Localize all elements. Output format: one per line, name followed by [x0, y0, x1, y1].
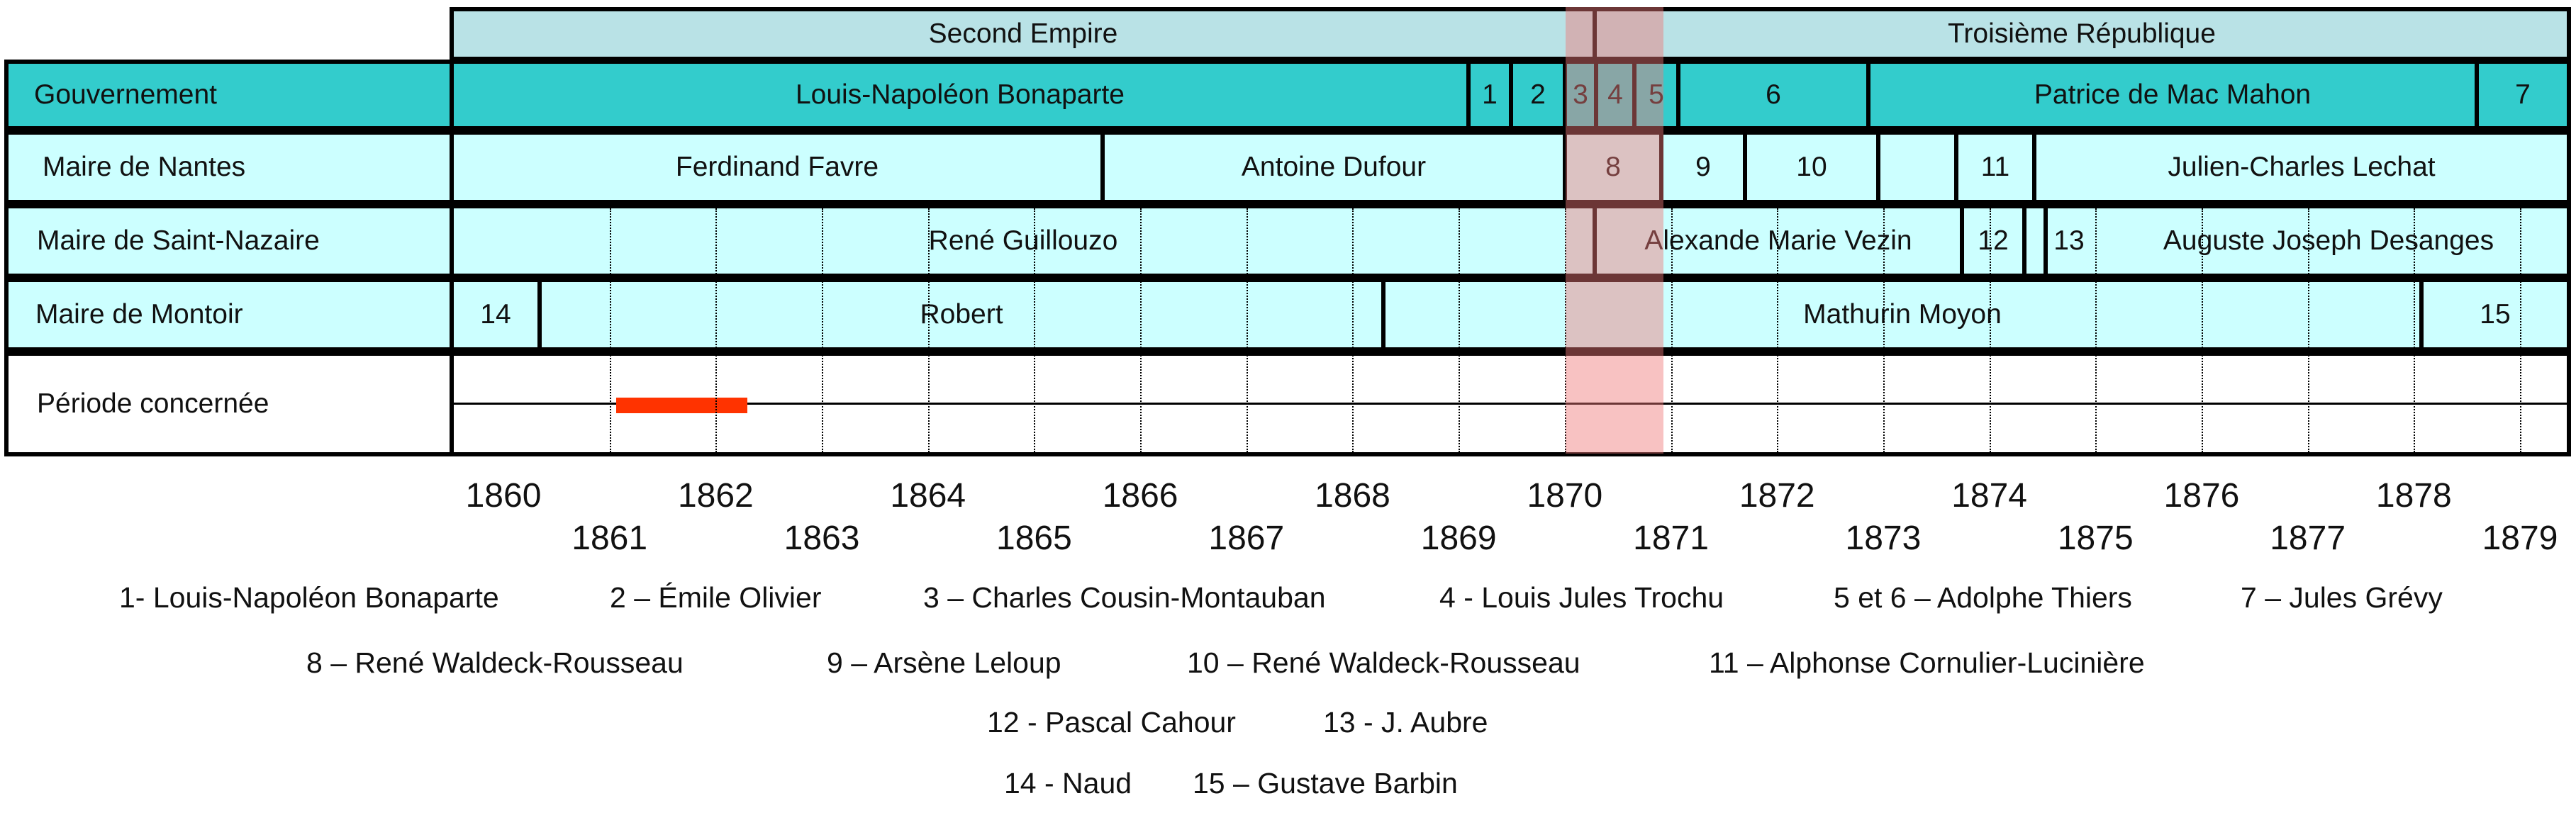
- year-label: 1873: [1845, 520, 1922, 557]
- year-gridline: [1671, 208, 1673, 452]
- saint-nazaire-segment: 13: [2043, 204, 2090, 278]
- year-gridline: [927, 208, 930, 452]
- saint-nazaire-segment: Auguste Joseph Desanges: [2090, 204, 2571, 278]
- montoir-segment: Mathurin Moyon: [1381, 278, 2424, 352]
- year-label: 1870: [1527, 477, 1603, 515]
- saint-nazaire-segment: 12: [1960, 204, 2026, 278]
- year-gridline: [2520, 208, 2521, 452]
- war-period-highlight: [1566, 7, 1663, 454]
- nantes-segment: Julien-Charles Lechat: [2032, 130, 2571, 204]
- gov-segment: 3: [1563, 60, 1598, 130]
- year-label: 1860: [465, 477, 542, 515]
- year-label: 1879: [2482, 520, 2558, 557]
- legend-note: 2 – Émile Olivier: [610, 581, 822, 614]
- year-gridline: [1459, 208, 1461, 452]
- year-label: 1869: [1420, 520, 1497, 557]
- row-label-saint-nazaire: Maire de Saint-Nazaire: [4, 204, 454, 278]
- year-gridline: [609, 208, 611, 452]
- row-label-gouvernement: Gouvernement: [4, 60, 454, 130]
- year-gridline: [2095, 208, 2097, 452]
- gov-segment: Louis-Napoléon Bonaparte: [450, 60, 1471, 130]
- year-gridline: [1989, 208, 1991, 452]
- year-gridline: [822, 208, 824, 452]
- legend-note: 15 – Gustave Barbin: [1193, 767, 1458, 799]
- legend-note: 9 – Arsène Leloup: [827, 646, 1061, 679]
- row-label-montoir: Maire de Montoir: [4, 278, 454, 352]
- gov-segment: 7: [2475, 60, 2571, 130]
- year-label: 1862: [677, 477, 754, 515]
- legend-note: 11 – Alphonse Cornulier-Lucinière: [1709, 646, 2145, 679]
- year-label: 1868: [1315, 477, 1390, 515]
- year-label: 1865: [996, 520, 1072, 557]
- montoir-segment: Robert: [537, 278, 1385, 352]
- year-label: 1866: [1102, 477, 1178, 515]
- year-label: 1876: [2163, 477, 2240, 515]
- year-label: 1871: [1633, 520, 1709, 557]
- gov-segment: 1: [1466, 60, 1513, 130]
- periode-range-bar: [615, 398, 748, 413]
- year-gridline: [1777, 208, 1779, 452]
- nantes-segment: Ferdinand Favre: [450, 130, 1105, 204]
- year-label: 1863: [784, 520, 860, 557]
- montoir-segment: 14: [450, 278, 542, 352]
- year-label: 1867: [1208, 520, 1285, 557]
- year-gridline: [1140, 208, 1142, 452]
- year-gridline: [2201, 208, 2203, 452]
- nantes-segment: 9: [1659, 130, 1747, 204]
- band-troisieme-republique: Troisième République: [1593, 7, 2571, 61]
- year-label: 1875: [2057, 520, 2134, 557]
- legend-note: 13 - J. Aubre: [1323, 706, 1488, 739]
- legend-note: 12 - Pascal Cahour: [987, 706, 1236, 739]
- gov-segment: Patrice de Mac Mahon: [1866, 60, 2479, 130]
- year-label: 1872: [1739, 477, 1815, 515]
- band-second-empire: Second Empire: [450, 7, 1597, 61]
- nantes-segment: 11: [1954, 130, 2036, 204]
- gov-segment: 6: [1676, 60, 1870, 130]
- nantes-segment: [1876, 130, 1958, 204]
- nantes-segment: 10: [1743, 130, 1880, 204]
- legend-note: 8 – René Waldeck-Rousseau: [306, 646, 684, 679]
- gov-segment: 2: [1509, 60, 1567, 130]
- legend-note: 14 - Naud: [1004, 767, 1132, 799]
- montoir-segment: 15: [2419, 278, 2571, 352]
- year-label: 1877: [2270, 520, 2346, 557]
- year-label: 1878: [2375, 477, 2452, 515]
- gov-segment: 5: [1632, 60, 1680, 130]
- row-label-nantes: Maire de Nantes: [4, 130, 454, 204]
- nantes-segment: Antoine Dufour: [1100, 130, 1567, 204]
- year-gridline: [2307, 208, 2309, 452]
- year-label: 1874: [1951, 477, 2027, 515]
- legend-note: 4 - Louis Jules Trochu: [1439, 581, 1724, 614]
- year-gridline: [1883, 208, 1885, 452]
- legend-note: 10 – René Waldeck-Rousseau: [1187, 646, 1580, 679]
- saint-nazaire-segment: René Guillouzo: [450, 204, 1597, 278]
- year-label: 1861: [571, 520, 648, 557]
- year-gridline: [1034, 208, 1036, 452]
- year-label: 1864: [890, 477, 966, 515]
- legend-note: 7 – Jules Grévy: [2241, 581, 2443, 614]
- year-gridline: [715, 208, 718, 452]
- legend-note: 3 – Charles Cousin-Montauban: [923, 581, 1326, 614]
- row-label-periode: Période concernée: [4, 352, 454, 456]
- year-gridline: [2414, 208, 2416, 452]
- legend-note: 1- Louis-Napoléon Bonaparte: [119, 581, 499, 614]
- periode-axis-line: [454, 403, 2567, 405]
- year-gridline: [1352, 208, 1354, 452]
- legend-note: 5 et 6 – Adolphe Thiers: [1834, 581, 2132, 614]
- year-gridline: [1246, 208, 1248, 452]
- year-gridline: [1564, 208, 1566, 452]
